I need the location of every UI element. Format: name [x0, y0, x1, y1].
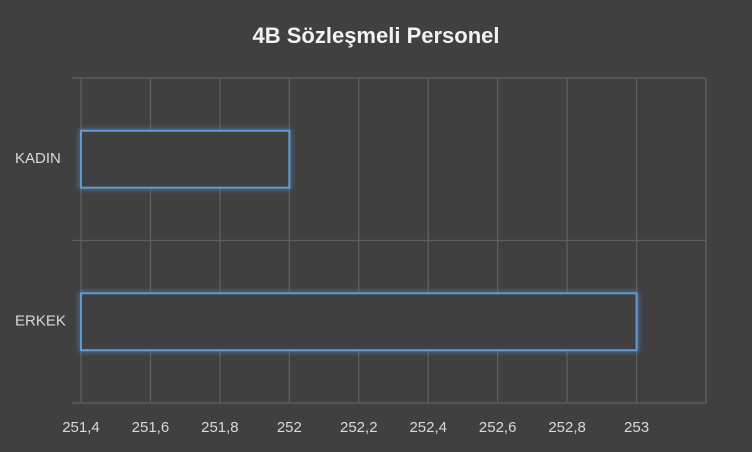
bar	[80, 129, 291, 189]
x-tick-label: 253	[624, 419, 649, 436]
x-tick-label: 251,8	[201, 419, 239, 436]
bar	[80, 292, 638, 352]
y-tick-label: ERKEK	[15, 313, 66, 330]
x-tick-label: 252,4	[409, 419, 447, 436]
y-tick-label: KADIN	[15, 150, 61, 167]
x-tick-label: 252	[277, 419, 302, 436]
x-tick-label: 252,2	[340, 419, 378, 436]
x-tick-label: 252,6	[479, 419, 517, 436]
chart-title: 4B Sözleşmeli Personel	[253, 23, 500, 48]
x-tick-label: 251,4	[62, 419, 100, 436]
x-tick-label: 252,8	[548, 419, 586, 436]
x-tick-label: 251,6	[132, 419, 170, 436]
